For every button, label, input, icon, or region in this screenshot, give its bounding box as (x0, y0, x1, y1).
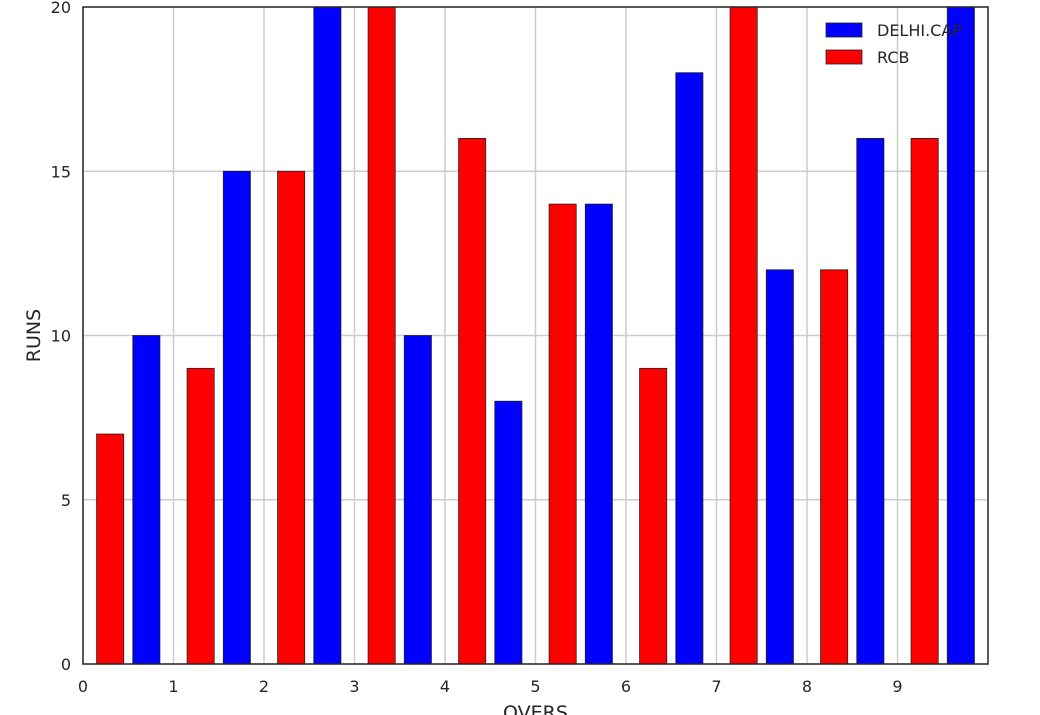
bar-series2 (458, 137, 487, 665)
bar-series1 (584, 203, 613, 665)
bar-series1 (222, 170, 251, 665)
y-tick-label: 15 (51, 162, 71, 181)
bars (96, 6, 975, 665)
bar-series2 (96, 433, 125, 665)
y-tick-label: 20 (51, 0, 71, 17)
x-tick-label: 2 (259, 677, 269, 696)
bar-series2 (639, 367, 668, 665)
x-tick-label: 0 (78, 677, 88, 696)
x-tick-label: 5 (530, 677, 540, 696)
x-tick-label: 8 (802, 677, 812, 696)
legend-swatch (825, 49, 863, 65)
x-tick-label: 9 (892, 677, 902, 696)
x-tick-label: 6 (621, 677, 631, 696)
bar-series1 (403, 335, 432, 665)
bar-series1 (946, 6, 975, 665)
bar-series1 (313, 6, 342, 665)
x-tick-label: 4 (440, 677, 450, 696)
legend-swatch (825, 22, 863, 38)
bar-series2 (367, 6, 396, 665)
bar-series1 (856, 137, 885, 665)
bar-series2 (548, 203, 577, 665)
x-tick-label: 1 (168, 677, 178, 696)
legend-label: DELHI.CAP (877, 21, 962, 40)
grid (82, 6, 988, 665)
y-tick-label: 5 (61, 491, 71, 510)
ticks: 0 1 2 3 4 5 6 7 8 9 0 5 10 15 20 (51, 0, 903, 696)
x-axis-label: OVERS (503, 702, 568, 715)
legend-label: RCB (877, 48, 909, 67)
bar-series2 (186, 367, 215, 665)
legend: DELHI.CAP RCB (825, 21, 962, 67)
bar-series2 (277, 170, 306, 665)
bar-series1 (494, 400, 523, 665)
y-tick-label: 10 (51, 327, 71, 346)
y-axis-label: RUNS (23, 309, 45, 362)
bar-series1 (765, 269, 794, 665)
y-tick-label: 0 (61, 655, 71, 674)
bar-series2 (729, 6, 758, 665)
bar-series2 (910, 137, 939, 665)
bar-series2 (820, 269, 849, 665)
x-tick-label: 3 (349, 677, 359, 696)
plot-frame (82, 6, 989, 665)
bar-series1 (675, 72, 704, 665)
bar-series1 (132, 335, 161, 665)
x-tick-label: 7 (711, 677, 721, 696)
